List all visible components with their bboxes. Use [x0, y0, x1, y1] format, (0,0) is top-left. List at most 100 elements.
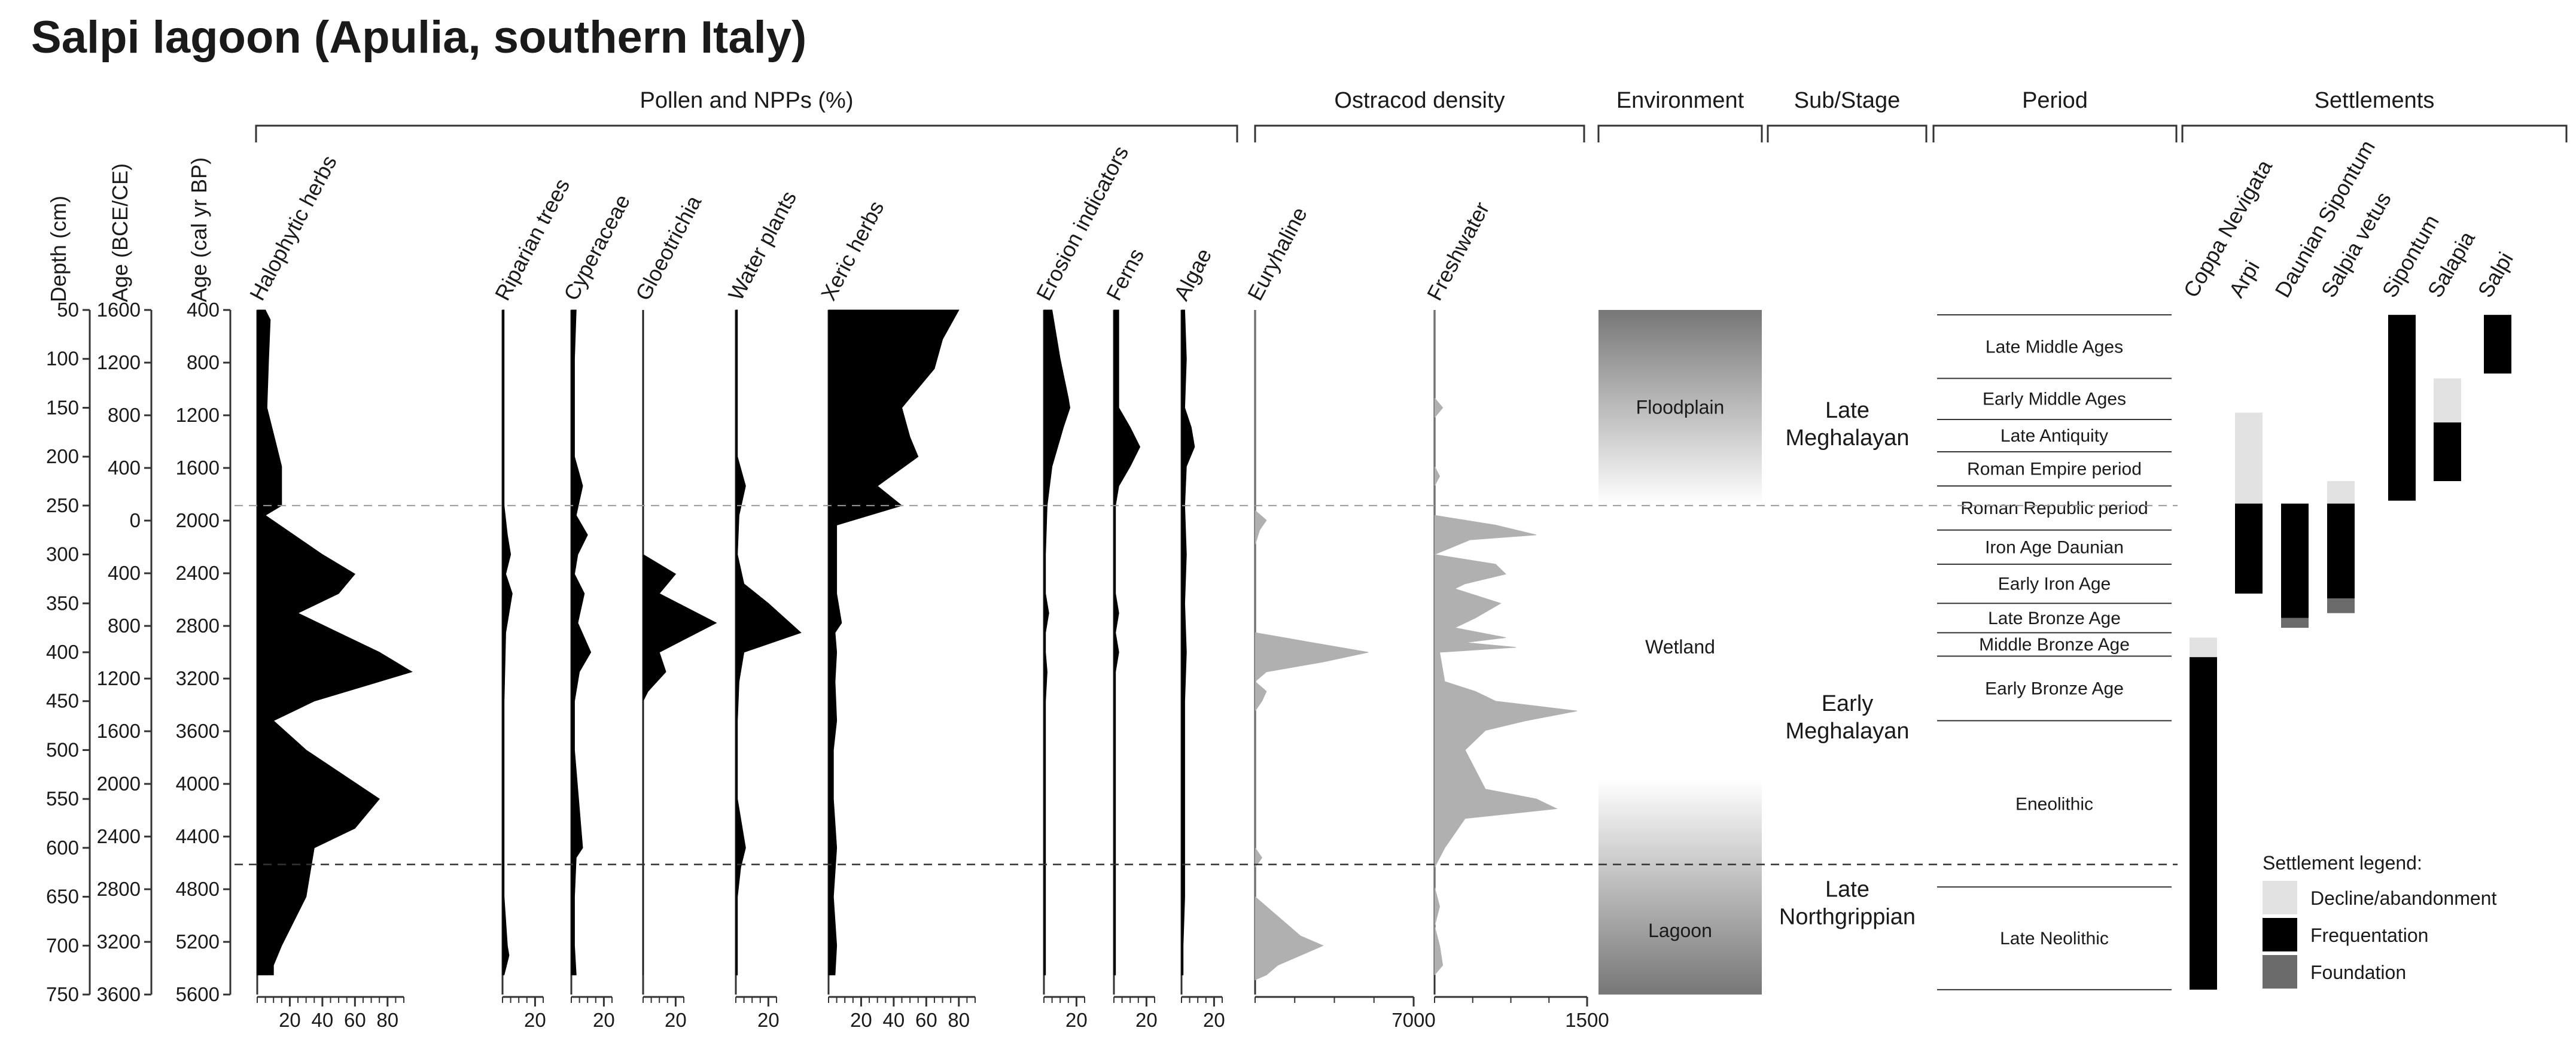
- series-label-halophytic-herbs: Halophytic herbs: [245, 151, 342, 305]
- series-area-water-plants: [735, 309, 802, 975]
- legend-title: Settlement legend:: [2263, 852, 2422, 874]
- period-late-antiquity: Late Antiquity: [2000, 426, 2108, 446]
- period-iron-age-daunian: Iron Age Daunian: [1985, 537, 2124, 557]
- left-axis-tick-label: 3200: [176, 667, 220, 689]
- series-area-cyperaceae: [571, 309, 592, 975]
- left-axis-tick-label: 2800: [176, 615, 220, 637]
- substage-label: Early: [1822, 691, 1874, 716]
- left-axis-tick-label: 2000: [97, 773, 141, 795]
- substage-label: Late: [1825, 877, 1869, 902]
- chart-title: Salpi lagoon (Apulia, southern Italy): [31, 12, 806, 63]
- left-axis-tick-label: 800: [187, 351, 220, 373]
- left-axis-tick-label: 800: [108, 615, 141, 637]
- left-axis-tick-label: 3600: [97, 983, 141, 1005]
- header-bracket: [1254, 124, 1585, 142]
- series-xtick-label: 1500: [1565, 1009, 1609, 1031]
- left-axis-tick-label: 200: [46, 445, 79, 467]
- settlement-label-salpi: Salpi: [2473, 248, 2518, 302]
- settlement-bar-salpia-vetus-frequentation: [2327, 503, 2355, 599]
- left-axis-tick-label: 400: [46, 641, 79, 663]
- left-axis-tick-label: 500: [46, 738, 79, 761]
- left-axis-tick-label: 650: [46, 886, 79, 908]
- substage-label: Late: [1825, 398, 1869, 423]
- left-axis-tick-label: 1600: [176, 457, 220, 479]
- series-xtick-label: 60: [344, 1009, 366, 1031]
- header-bracket: [2181, 124, 2568, 142]
- left-axis-tick-label: 2400: [176, 562, 220, 584]
- series-xtick-label: 20: [1135, 1009, 1158, 1031]
- left-axis-tick-label: 750: [46, 983, 79, 1005]
- legend-swatch-foundation: [2263, 955, 2297, 989]
- series-xtick-label: 40: [883, 1009, 905, 1031]
- env-label-wetland: Wetland: [1645, 636, 1715, 658]
- period-header: Period: [2022, 88, 2088, 113]
- header-bracket: [255, 124, 1238, 142]
- left-axis-tick-label: 150: [46, 396, 79, 418]
- settlement-bar-arpi-decline: [2235, 412, 2263, 504]
- environment-header: Environment: [1616, 88, 1744, 113]
- series-label-gloeotrichia: Gloeotrichia: [631, 191, 707, 305]
- env-band-lagoon: [1598, 779, 1762, 995]
- period-early-iron-age: Early Iron Age: [1998, 574, 2111, 594]
- series-area-riparian-trees: [502, 309, 513, 975]
- env-band-wetland: [1598, 505, 1762, 780]
- period-roman-republic-period: Roman Republic period: [1960, 498, 2148, 518]
- series-xtick-label: 80: [948, 1009, 970, 1031]
- left-axis-tick-label: 50: [57, 299, 79, 321]
- series-xtick-label: 20: [279, 1009, 301, 1031]
- series-area-erosion-indicators: [1043, 309, 1071, 975]
- series-area-euryhaline: [1254, 310, 1369, 981]
- settlement-label-coppa-nevigata: Coppa Nevigata: [2178, 155, 2277, 302]
- settlement-bar-coppa-nevigata-decline: [2190, 637, 2217, 658]
- header-bracket: [1597, 124, 1763, 142]
- left-axis-tick-label: 1200: [97, 667, 141, 689]
- left-axis-tick-label: 5200: [176, 931, 220, 953]
- period-middle-bronze-age: Middle Bronze Age: [1979, 635, 2130, 655]
- series-area-xeric-herbs: [828, 309, 960, 975]
- period-late-neolithic: Late Neolithic: [2000, 929, 2109, 948]
- left-axis-tick-label: 400: [108, 457, 141, 479]
- series-area-ferns: [1113, 309, 1141, 975]
- settlement-bar-daunian-sipontum-foundation: [2281, 618, 2309, 628]
- settlement-bar-coppa-nevigata-frequentation: [2190, 657, 2217, 990]
- series-xtick-label: 20: [665, 1009, 687, 1031]
- left-axis-title: Age (cal yr BP): [187, 157, 211, 302]
- left-axis-tick-label: 350: [46, 592, 79, 614]
- left-axis-tick-label: 700: [46, 934, 79, 956]
- env-band-floodplain: [1598, 310, 1762, 506]
- series-xtick-label: 20: [1065, 1009, 1088, 1031]
- series-xtick-label: 60: [915, 1009, 937, 1031]
- series-xtick-label: 20: [593, 1009, 615, 1031]
- left-axis-tick-label: 400: [108, 562, 141, 584]
- left-axis-tick-label: 4800: [176, 878, 220, 900]
- settlement-bar-daunian-sipontum-frequentation: [2281, 503, 2309, 618]
- left-axis-tick-label: 100: [46, 348, 79, 370]
- left-axis-tick-label: 4400: [176, 825, 220, 847]
- legend-label-foundation: Foundation: [2310, 962, 2406, 983]
- series-xtick-label: 20: [850, 1009, 872, 1031]
- settlement-bar-salapia-decline: [2434, 378, 2461, 422]
- series-label-freshwater: Freshwater: [1422, 198, 1494, 305]
- series-area-algae: [1181, 309, 1195, 975]
- settlement-bar-arpi-frequentation: [2235, 503, 2263, 594]
- settlement-bar-salpia-vetus-decline: [2327, 481, 2355, 504]
- period-early-bronze-age: Early Bronze Age: [1985, 679, 2124, 698]
- series-xtick-label: 20: [757, 1009, 780, 1031]
- ostracod-header: Ostracod density: [1334, 88, 1505, 113]
- period-early-middle-ages: Early Middle Ages: [1983, 390, 2126, 409]
- series-xtick-label: 20: [524, 1009, 546, 1031]
- left-axis-tick-label: 800: [108, 404, 141, 426]
- left-axis-tick-label: 3200: [97, 931, 141, 953]
- period-roman-empire-period: Roman Empire period: [1967, 460, 2142, 479]
- period-late-bronze-age: Late Bronze Age: [1988, 609, 2121, 628]
- legend-swatch-frequentation: [2263, 918, 2297, 951]
- period-eneolithic: Eneolithic: [2015, 794, 2093, 814]
- left-axis-tick-label: 550: [46, 787, 79, 810]
- settlement-label-arpi: Arpi: [2224, 256, 2264, 302]
- series-label-water-plants: Water plants: [723, 187, 801, 305]
- substage-label-2: Meghalayan: [1785, 425, 1909, 451]
- substage-label-2: Northgrippian: [1779, 905, 1916, 930]
- substage-header: Sub/Stage: [1794, 88, 1900, 113]
- substage-label-2: Meghalayan: [1785, 719, 1909, 744]
